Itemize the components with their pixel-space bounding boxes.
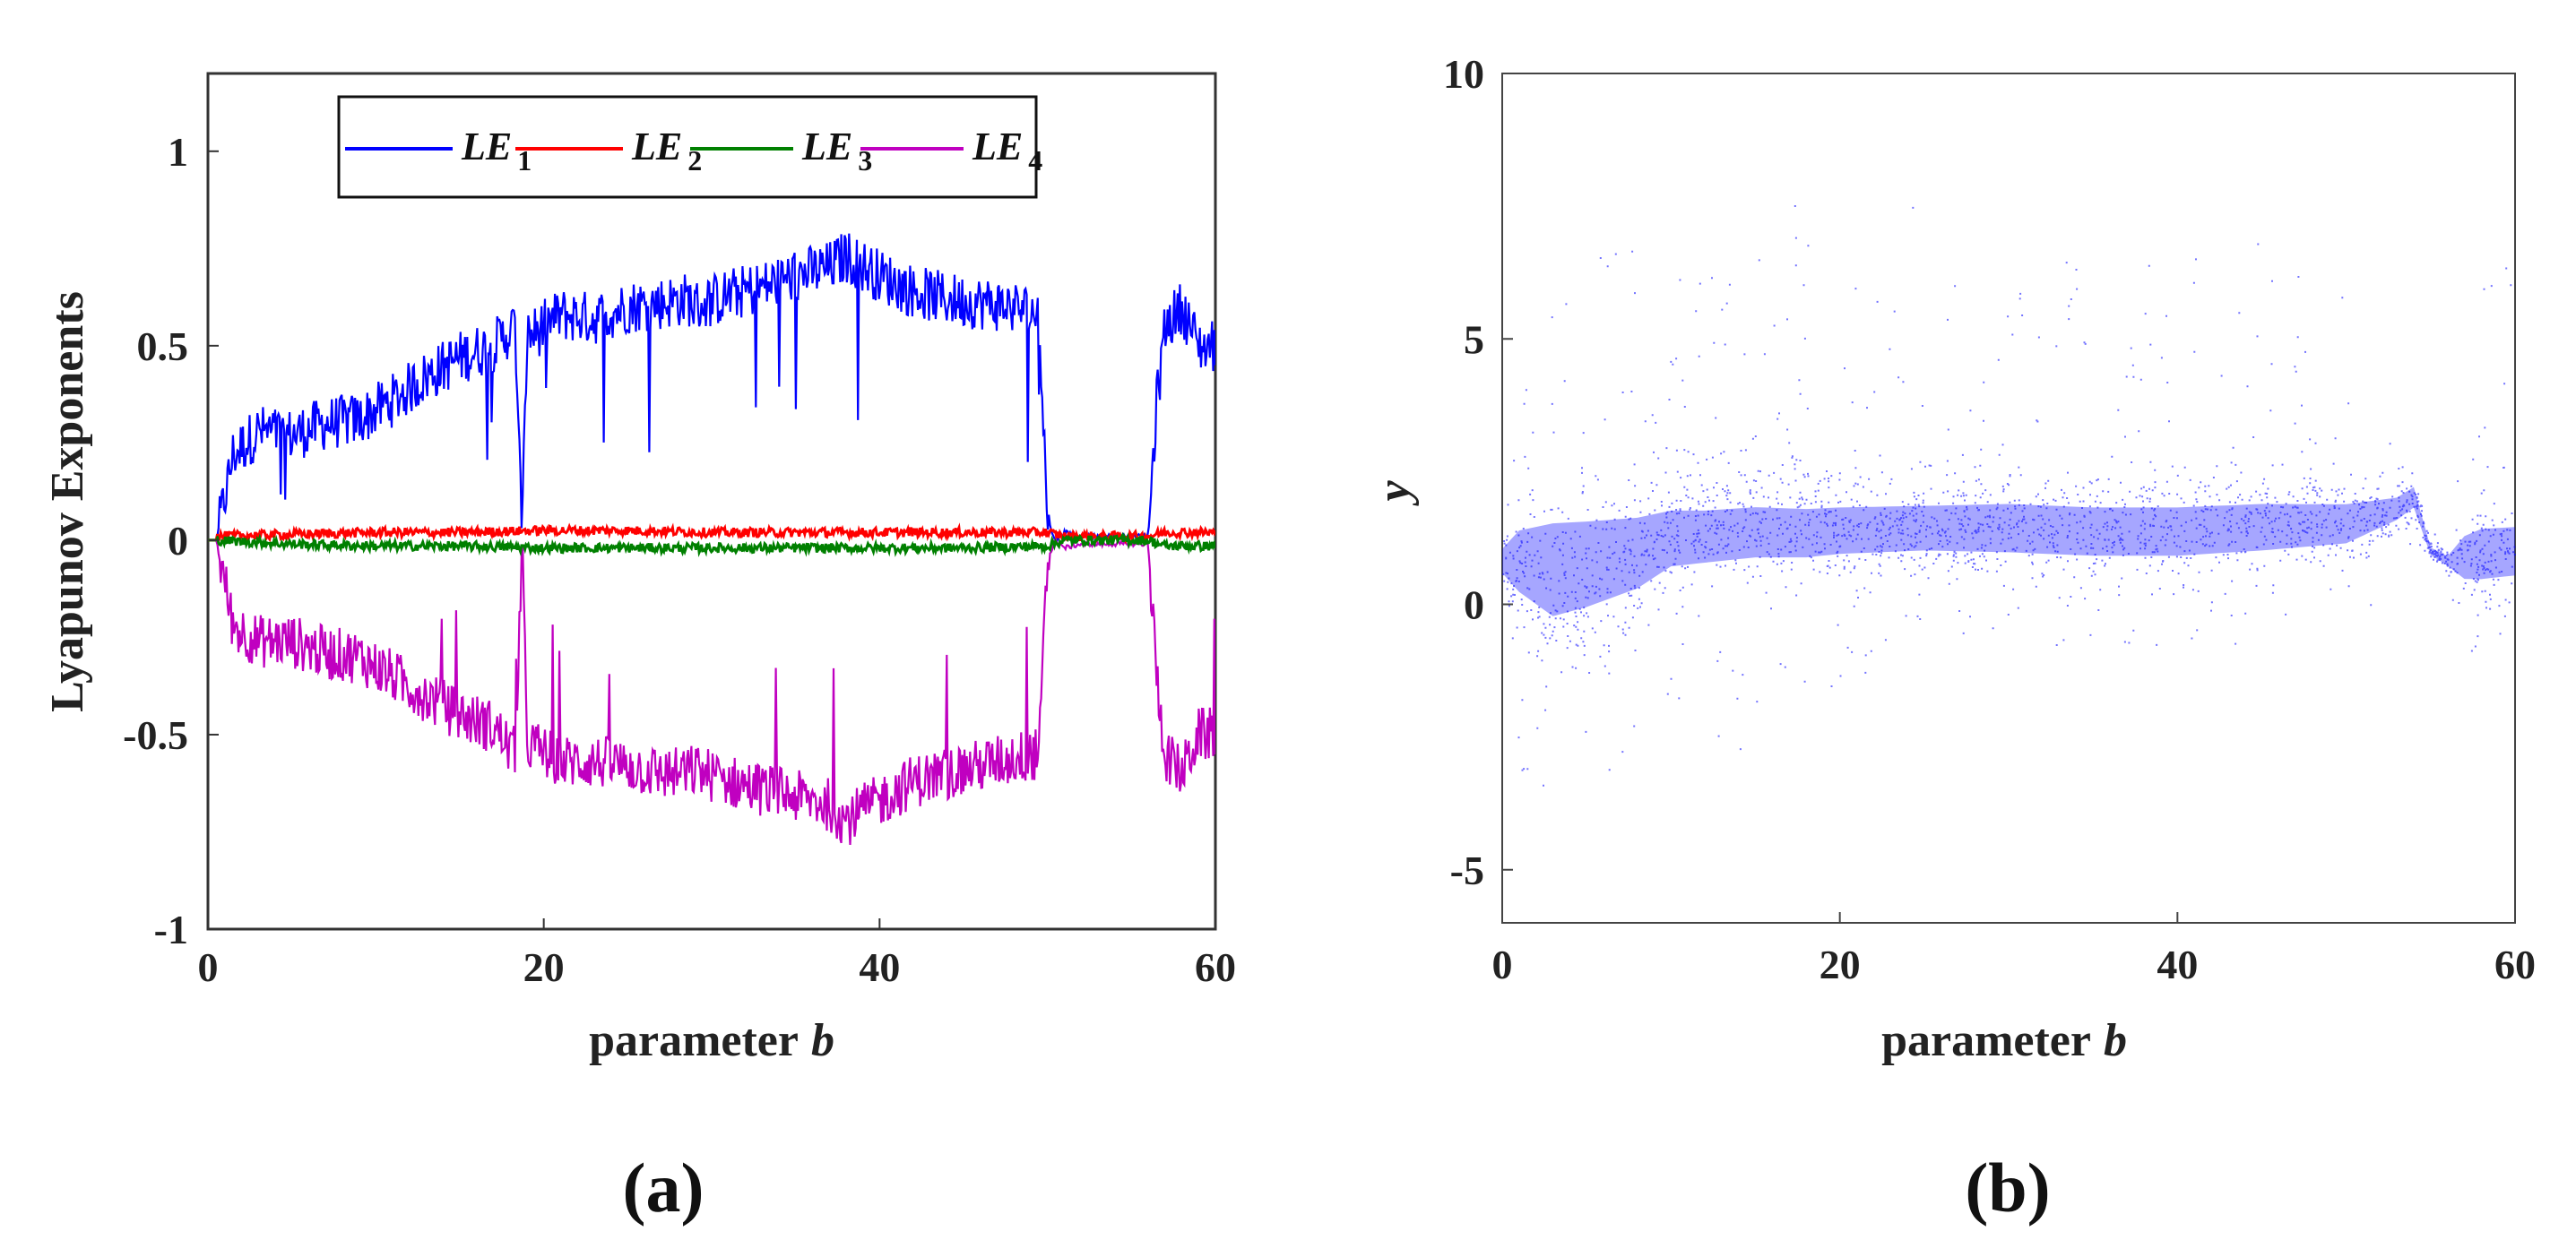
panel-label-b: (b) [1965,1149,2050,1227]
y-tick-label: 0 [1464,582,1484,628]
x-axis-label-symbol: b [2104,1015,2127,1066]
y-tick-label: 10 [1443,51,1484,97]
legend-label-le3: LE 3 [801,125,872,177]
x-tick-label: 60 [1195,944,1236,990]
scatter-dense-core [1502,487,2515,616]
legend-label-subscript: 1 [517,144,532,177]
lyapunov-legend: LE 1 LE 2 LE 3 LE 4 [337,95,1042,199]
lyapunov-y-ticks: -1 -0.5 0 0.5 1 [123,129,219,952]
x-axis-label-text: parameter [589,1015,799,1066]
x-axis-label-symbol: b [811,1015,834,1066]
y-tick-label: -0.5 [123,712,188,758]
bifurcation-y-axis-label: y [1369,480,1420,507]
y-tick-label: 5 [1464,316,1484,362]
bifurcation-points [1502,205,2516,787]
lyapunov-x-axis-label: parameter b [589,1015,834,1066]
legend-label-le1: LE 1 [461,125,532,177]
legend-label-subscript: 3 [858,144,872,177]
x-tick-label: 60 [2494,942,2536,987]
y-tick-label: -1 [154,907,188,952]
legend-label-name: LE [631,125,682,168]
legend-label-name: LE [461,125,512,168]
x-tick-label: 40 [2157,942,2198,987]
legend-label-le4: LE 4 [972,125,1042,177]
legend-label-subscript: 2 [687,144,702,177]
x-tick-label: 20 [523,944,565,990]
bifurcation-x-ticks: 0 20 40 60 [1492,912,2536,987]
lyapunov-chart: 0 20 40 60 -1-0.500.51 LE 1 LE 2 LE 3 LE 4 Lyapuno… [42,72,1236,1227]
x-axis-label-text: parameter [1881,1015,2091,1066]
y-tick-label: 0.5 [137,323,189,369]
bifurcation-x-axis-label: parameter b [1881,1015,2127,1066]
y-tick-label: -5 [1450,848,1484,893]
legend-label-name: LE [801,125,852,168]
x-tick-label: 0 [1492,942,1513,987]
x-tick-label: 20 [1820,942,1861,987]
legend-label-name: LE [972,125,1023,168]
bifurcation-chart: 0 20 40 60 -5 0 5 10 y parameter b (b) [1369,51,2536,1227]
legend-label-le2: LE 2 [631,125,702,177]
y-tick-label: 1 [168,129,188,175]
x-tick-label: 0 [198,944,219,990]
x-tick-label: 40 [859,944,900,990]
bifurcation-plot-area [1501,73,2516,924]
bifurcation-y-ticks: -5 0 5 10 [1443,51,1513,893]
lyapunov-y-axis-label: Lyapunov Exponents [42,291,93,712]
y-tick-label: 0 [168,518,188,564]
panel-label-a: (a) [623,1149,705,1227]
legend-label-subscript: 4 [1028,144,1042,177]
lyapunov-x-ticks: 0 20 40 60 [198,918,1236,990]
